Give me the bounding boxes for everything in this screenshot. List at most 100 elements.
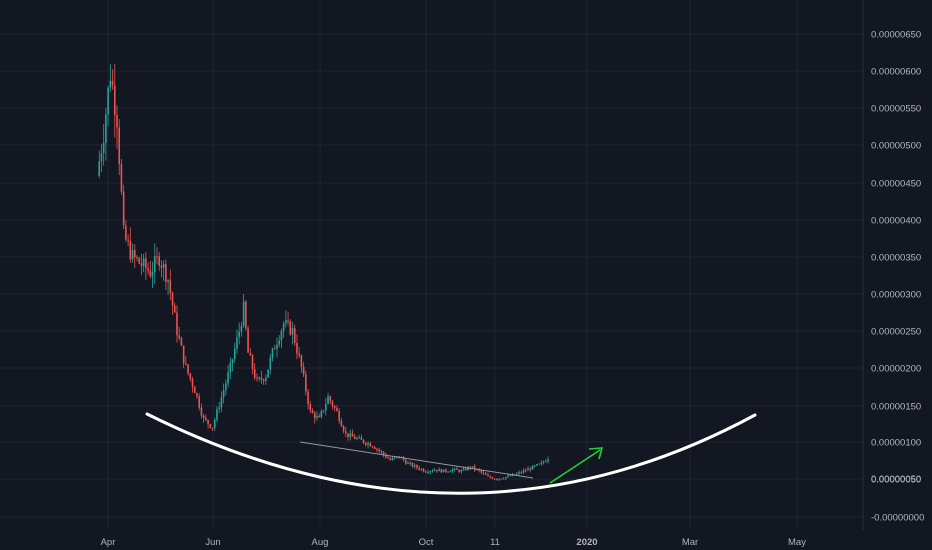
candle-body [133,250,136,258]
candle-body [156,256,158,258]
candle-body [193,386,196,394]
candle-body [145,258,147,269]
candle-body [449,471,452,473]
candle-body [325,404,327,411]
candle-body [358,437,360,439]
candle-body [413,465,416,467]
candle-body [427,472,429,474]
candle-body [313,413,316,419]
cup-curve[interactable] [145,412,757,495]
candle-body [242,301,245,326]
candle-body [180,338,183,346]
arrow-shaft[interactable] [549,449,601,484]
candle-body [253,368,256,378]
candle-body [471,466,474,468]
candle-body [249,352,252,356]
candle-body [436,469,438,472]
candle-body [218,407,220,410]
candle-body [256,377,258,379]
candle-body [309,404,312,411]
candle-body [265,377,267,382]
y-tick-label: 0.00000150 [871,402,921,413]
candle-body [524,470,527,472]
candle-body [367,443,369,445]
candle-body [109,80,112,88]
candle-body [222,390,225,398]
candle-body [487,474,489,477]
candle-body [378,449,380,452]
candle-body [198,396,200,408]
candle-body [111,80,114,86]
candle-body [422,468,425,472]
candle-body [360,437,363,440]
candle-body [316,415,318,419]
y-tick-label: 0.00000650 [871,30,921,41]
candle-body [167,280,169,283]
candle-body [176,312,178,336]
candle-body [331,401,334,407]
candle-body [405,460,407,464]
candle-body [385,454,387,458]
arrow-head[interactable] [588,447,604,460]
candle-body [131,250,134,260]
candle-body [407,463,409,465]
candle-body [233,348,236,360]
candle-body [311,410,314,414]
candle-body [340,421,343,427]
candle-body [365,442,367,445]
y-axis[interactable]: 0.00000650 0.00000600 0.00000550 0.00000500… [862,0,924,530]
candle-body [298,353,300,356]
x-tick-label: Apr [101,537,116,548]
candle-body [102,142,105,154]
candle-body [520,472,523,474]
trendline[interactable] [299,441,534,479]
candle-body [236,337,238,349]
candle-body [129,240,132,260]
y-tick-label: 0.00000350 [871,253,921,264]
candle-body [347,433,349,438]
candle-body [149,270,152,277]
candle-body [98,161,101,176]
candle-body [209,424,212,428]
candle-body [165,264,167,283]
y-tick-label: 0.00000250 [871,327,921,338]
drawings[interactable] [145,412,757,495]
y-tick-label: 0.00000200 [871,364,921,375]
candle-body [267,369,269,378]
candle-body [322,410,325,412]
candle-body [342,426,345,432]
candle-body [533,465,536,467]
x-tick-label: May [788,537,806,548]
candle-body [305,374,307,392]
y-tick-label: 0.00000300 [871,290,921,301]
candle-body [225,383,227,391]
candle-body [509,475,512,477]
candle-body [245,301,247,329]
candle-body [362,439,365,443]
candle-body [507,475,509,477]
candle-body [351,433,354,437]
candle-body [522,470,525,473]
candle-body [438,469,440,472]
candle-body [458,469,460,472]
candle-body [291,328,294,335]
candle-body [220,397,223,408]
candle-body [349,433,352,438]
candle-body [216,409,218,420]
candle-body [207,419,209,425]
candle-body [480,470,483,473]
x-axis[interactable]: Apr Jun Aug Oct 11 2020 Mar May [101,537,807,548]
candle-body [345,431,347,434]
candle-body [289,321,292,335]
y-tick-label: 0.00000500 [871,141,921,152]
candle-body [500,478,503,480]
candle-body [285,320,287,324]
price-tags: 0.0000007811:58:200.00000050 [871,474,921,485]
y-tick-label: 0.00000600 [871,67,921,78]
candle-body [356,438,358,440]
candle-body [307,391,309,405]
candle-body [118,127,121,165]
y-tick-label: 0.00000400 [871,216,921,227]
